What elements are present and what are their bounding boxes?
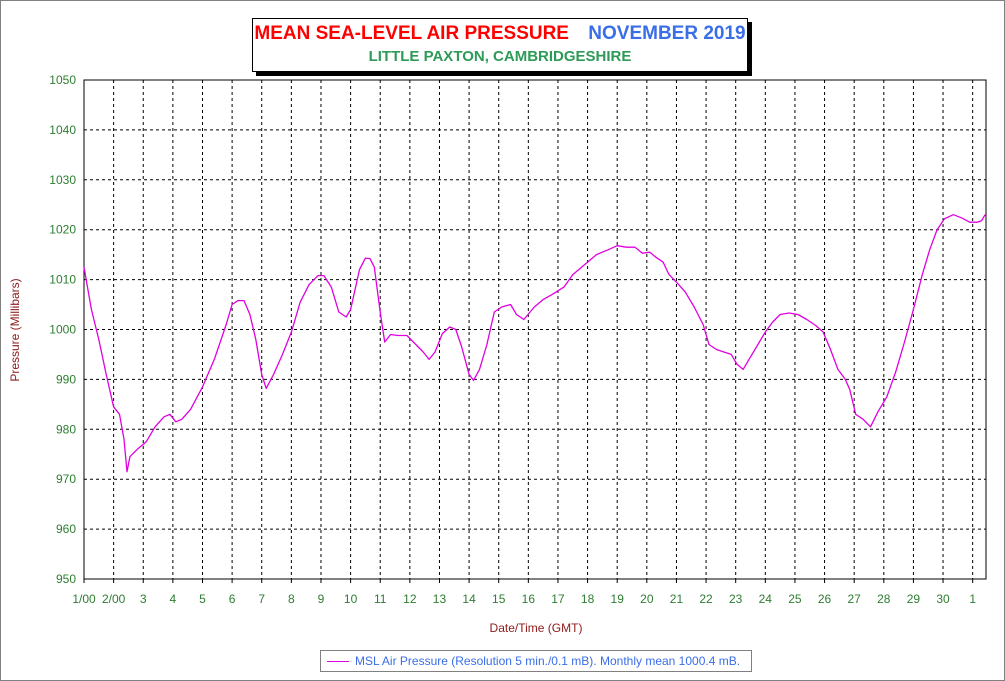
x-tick-label: 21	[670, 592, 684, 606]
x-tick-label: 7	[258, 592, 265, 606]
x-axis-ticks: 1/00 2/00 3 4 5 6 7 8 9 10 11 12 13 14 15 16 17 18 19 20 21 2…	[72, 579, 976, 606]
x-axis-label: Date/Time (GMT)	[489, 621, 583, 635]
x-tick-label: 11	[374, 592, 387, 606]
x-tick-label: 6	[229, 592, 236, 606]
x-tick-label: 13	[433, 592, 447, 606]
chart-title-box: MEAN SEA-LEVEL AIR PRESSURE NOVEMBER 201…	[252, 18, 748, 72]
chart-subtitle: LITTLE PAXTON, CAMBRIDGESHIRE	[368, 48, 632, 65]
x-tick-label: 14	[462, 592, 476, 606]
y-tick-label: 960	[56, 522, 76, 536]
y-tick-label: 1050	[49, 73, 76, 87]
x-tick-label: 26	[818, 592, 832, 606]
x-tick-label: 5	[199, 592, 206, 606]
y-tick-label: 1000	[49, 323, 76, 337]
x-tick-label: 15	[492, 592, 506, 606]
x-tick-label: 8	[288, 592, 295, 606]
x-tick-label: 30	[936, 592, 950, 606]
x-tick-label: 4	[170, 592, 177, 606]
y-tick-label: 950	[56, 572, 76, 586]
x-tick-label: 16	[522, 592, 536, 606]
x-tick-label: 1	[969, 592, 976, 606]
x-tick-label: 29	[907, 592, 921, 606]
series-line-msl-pressure	[83, 214, 986, 473]
y-tick-label: 970	[56, 472, 76, 486]
x-tick-label: 17	[551, 592, 565, 606]
legend-swatch	[327, 660, 349, 662]
y-tick-label: 990	[56, 372, 76, 386]
x-tick-label: 28	[877, 592, 891, 606]
x-tick-label: 20	[640, 592, 654, 606]
legend-label: MSL Air Pressure (Resolution 5 min./0.1 …	[355, 654, 741, 668]
chart-title-month: NOVEMBER 2019	[588, 23, 746, 44]
y-tick-label: 980	[56, 422, 76, 436]
x-tick-label: 24	[759, 592, 773, 606]
x-tick-label: 18	[581, 592, 595, 606]
series-layer	[83, 214, 986, 473]
y-tick-label: 1040	[49, 123, 76, 137]
chart-title: MEAN SEA-LEVEL AIR PRESSURE	[254, 23, 569, 44]
x-tick-label: 27	[848, 592, 862, 606]
y-tick-label: 1020	[49, 223, 76, 237]
y-axis-ticks: 950 960 970 980 990 1000 1010 1020 1030 1040 1050	[49, 73, 76, 586]
y-axis-label: Pressure (Millibars)	[8, 278, 22, 382]
x-tick-label: 9	[318, 592, 325, 606]
x-tick-label: 25	[788, 592, 802, 606]
x-tick-label: 1/00	[72, 592, 96, 606]
x-tick-label: 2/00	[102, 592, 126, 606]
legend: MSL Air Pressure (Resolution 5 min./0.1 …	[320, 650, 752, 672]
x-tick-label: 23	[729, 592, 743, 606]
x-tick-label: 19	[611, 592, 625, 606]
x-tick-label: 22	[699, 592, 713, 606]
y-tick-label: 1010	[49, 273, 76, 287]
x-tick-label: 12	[403, 592, 417, 606]
x-tick-label: 3	[140, 592, 147, 606]
y-tick-label: 1030	[49, 173, 76, 187]
gridlines	[84, 80, 986, 579]
x-tick-label: 10	[344, 592, 358, 606]
